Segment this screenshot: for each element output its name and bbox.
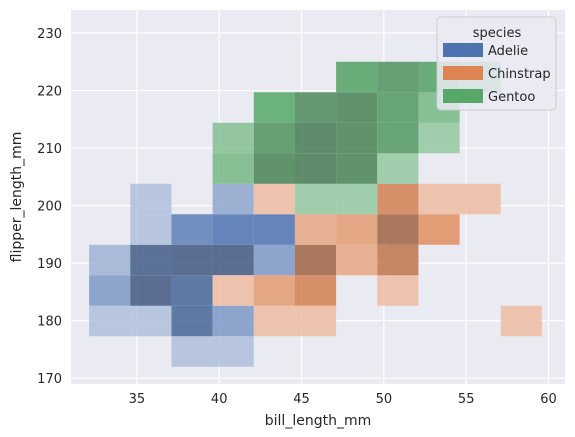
cell-adelie-1-3 bbox=[130, 244, 172, 276]
y-tick-label-200: 200 bbox=[37, 200, 62, 215]
cell-chinstrap-3-2 bbox=[212, 275, 254, 306]
heatmap-cells bbox=[89, 61, 542, 367]
cell-gentoo-5-7 bbox=[294, 122, 337, 154]
cell-gentoo-4-8 bbox=[253, 92, 295, 123]
cell-chinstrap-7-3 bbox=[377, 244, 419, 276]
cell-adelie-4-4 bbox=[253, 214, 295, 245]
cell-chinstrap-9-5 bbox=[459, 183, 501, 215]
cell-adelie-0-3 bbox=[89, 244, 131, 276]
legend-frame bbox=[436, 16, 557, 111]
cell-gentoo-3-6 bbox=[212, 153, 254, 184]
cell-adelie-2-0 bbox=[171, 336, 213, 367]
y-axis-ticks: 170 180 190 200 210 220 230 bbox=[37, 27, 62, 387]
cell-adelie-3-4 bbox=[212, 214, 254, 245]
cell-adelie-3-1 bbox=[212, 305, 254, 337]
cell-chinstrap-4-5 bbox=[253, 183, 295, 215]
cell-gentoo-4-7 bbox=[253, 122, 295, 154]
y-tick-label-220: 220 bbox=[37, 85, 62, 100]
x-tick-label-50: 50 bbox=[376, 392, 393, 407]
cell-gentoo-6-6 bbox=[336, 153, 378, 184]
cell-gentoo-6-8 bbox=[336, 92, 378, 123]
legend-swatch-chinstrap bbox=[443, 66, 483, 80]
cell-gentoo-7-9 bbox=[377, 61, 419, 93]
y-tick-label-170: 170 bbox=[37, 372, 62, 387]
cell-adelie-2-2 bbox=[171, 275, 213, 306]
x-axis-ticks: 35 40 45 50 55 60 bbox=[129, 392, 557, 407]
cell-chinstrap-5-1 bbox=[294, 305, 337, 337]
cell-gentoo-5-5 bbox=[294, 183, 337, 215]
cell-adelie-1-4 bbox=[130, 214, 172, 245]
x-axis-label: bill_length_mm bbox=[265, 413, 371, 429]
cell-adelie-2-3 bbox=[171, 244, 213, 276]
legend-swatch-adelie bbox=[443, 43, 483, 57]
legend-label-chinstrap: Chinstrap bbox=[488, 67, 551, 82]
cell-adelie-2-1 bbox=[171, 305, 213, 337]
cell-chinstrap-10-1 bbox=[500, 305, 542, 337]
cell-adelie-1-5 bbox=[130, 183, 172, 215]
cell-gentoo-5-6 bbox=[294, 153, 337, 184]
y-tick-label-180: 180 bbox=[37, 315, 62, 330]
cell-gentoo-3-7 bbox=[212, 122, 254, 154]
legend-label-adelie: Adelie bbox=[488, 44, 528, 59]
cell-gentoo-7-7 bbox=[377, 122, 419, 154]
cell-adelie-1-1 bbox=[130, 305, 172, 337]
cell-gentoo-8-7 bbox=[418, 122, 460, 154]
cell-gentoo-6-5 bbox=[336, 183, 378, 215]
cell-adelie-3-3 bbox=[212, 244, 254, 276]
cell-adelie-3-0 bbox=[212, 336, 254, 367]
cell-chinstrap-4-2 bbox=[253, 275, 295, 306]
legend-label-gentoo: Gentoo bbox=[488, 90, 535, 105]
legend-title: species bbox=[473, 26, 522, 41]
cell-chinstrap-5-4 bbox=[294, 214, 337, 245]
cell-chinstrap-8-4 bbox=[418, 214, 460, 245]
cell-chinstrap-6-3 bbox=[336, 244, 378, 276]
x-tick-label-55: 55 bbox=[458, 392, 475, 407]
x-tick-label-60: 60 bbox=[540, 392, 557, 407]
cell-gentoo-7-6 bbox=[377, 153, 419, 184]
cell-adelie-2-4 bbox=[171, 214, 213, 245]
cell-gentoo-6-7 bbox=[336, 122, 378, 154]
y-axis-label: flipper_length_mm bbox=[9, 132, 25, 263]
cell-adelie-0-1 bbox=[89, 305, 131, 337]
cell-gentoo-6-9 bbox=[336, 61, 378, 93]
y-tick-label-210: 210 bbox=[37, 142, 62, 157]
cell-chinstrap-6-4 bbox=[336, 214, 378, 245]
x-tick-label-45: 45 bbox=[293, 392, 310, 407]
legend: species Adelie Chinstrap Gentoo bbox=[436, 16, 557, 111]
cell-gentoo-7-8 bbox=[377, 92, 419, 123]
cell-chinstrap-5-3 bbox=[294, 244, 337, 276]
cell-chinstrap-8-5 bbox=[418, 183, 460, 215]
legend-swatch-gentoo bbox=[443, 89, 483, 103]
cell-chinstrap-4-1 bbox=[253, 305, 295, 337]
cell-adelie-3-5 bbox=[212, 183, 254, 215]
cell-chinstrap-7-2 bbox=[377, 275, 419, 306]
cell-gentoo-5-8 bbox=[294, 92, 337, 123]
x-tick-label-35: 35 bbox=[129, 392, 146, 407]
cell-chinstrap-5-2 bbox=[294, 275, 337, 306]
cell-adelie-4-3 bbox=[253, 244, 295, 276]
x-tick-label-40: 40 bbox=[211, 392, 228, 407]
cell-gentoo-4-6 bbox=[253, 153, 295, 184]
y-tick-label-190: 190 bbox=[37, 257, 62, 272]
cell-adelie-0-2 bbox=[89, 275, 131, 306]
cell-adelie-1-2 bbox=[130, 275, 172, 306]
cell-chinstrap-7-5 bbox=[377, 183, 419, 215]
y-tick-label-230: 230 bbox=[37, 27, 62, 42]
cell-chinstrap-7-4 bbox=[377, 214, 419, 245]
